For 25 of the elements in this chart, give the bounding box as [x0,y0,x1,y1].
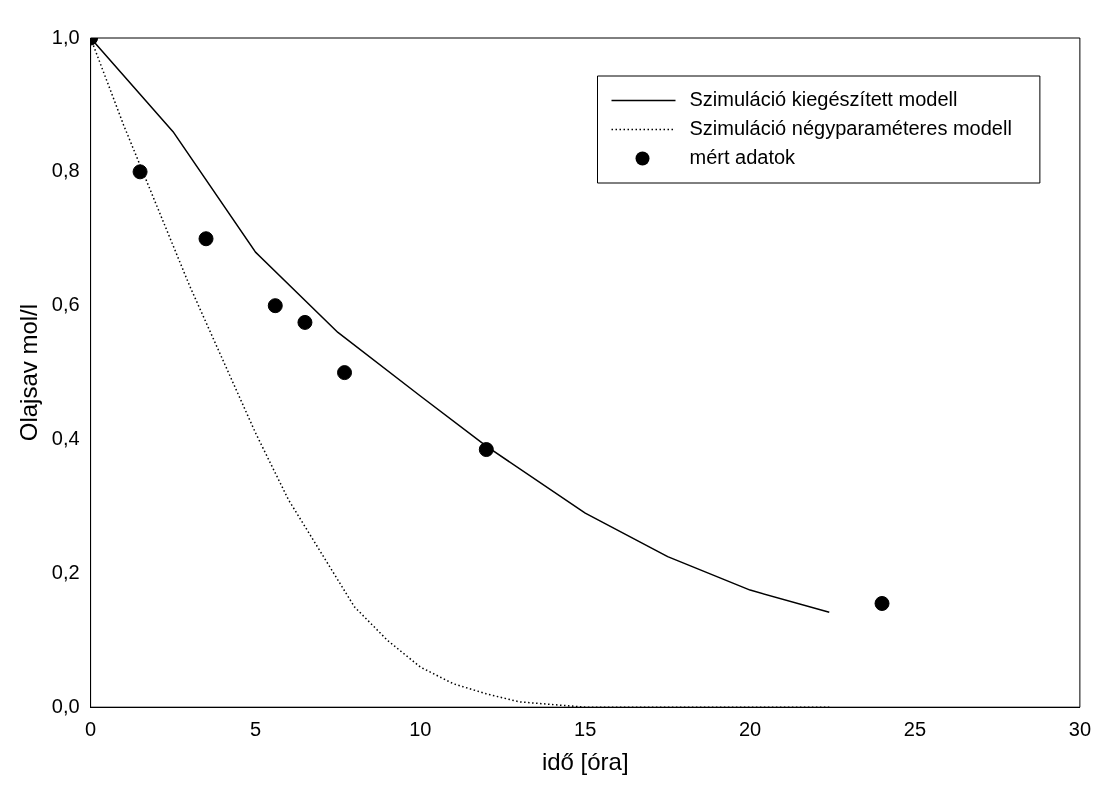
y-tick-label: 0,6 [51,293,80,316]
y-tick-label: 0,8 [51,159,80,182]
point [297,314,313,330]
x-tick-label: 20 [738,717,762,740]
point [874,595,890,611]
x-tick-label: 15 [574,717,597,740]
point [198,231,214,247]
y-tick-label: 0,4 [51,427,80,450]
legend-label: mért adatok [689,146,797,169]
x-axis-title: idő [óra] [541,748,629,776]
point [267,298,283,314]
point [337,365,353,381]
y-tick-label: 1,0 [51,25,80,48]
legend-label: Szimuláció négyparaméteres modell [689,117,1012,140]
x-tick-label: 5 [249,717,262,740]
y-axis-title: Olajsav mol/l [15,303,43,442]
y-tick-label: 0,2 [51,560,80,583]
x-tick-label: 10 [409,717,432,740]
x-tick-label: 0 [85,717,97,740]
x-tick-label: 25 [903,717,927,740]
legend-label: Szimuláció kiegészített modell [689,88,958,111]
y-tick-label: 0,0 [51,694,80,717]
x-tick-label: 30 [1068,717,1091,740]
point [132,164,148,180]
point [478,442,494,458]
